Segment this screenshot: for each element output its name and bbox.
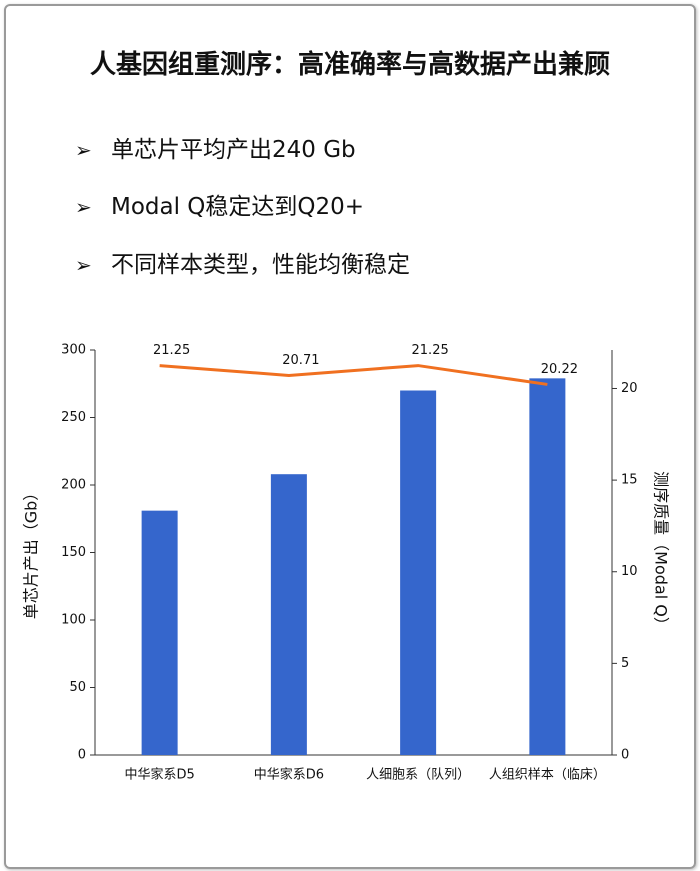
title: 人基因组重测序：高准确率与高数据产出兼顾 (89, 50, 610, 80)
x-tick-label: 人细胞系（队列） (366, 768, 470, 783)
data-label: 20.22 (541, 362, 578, 377)
y-tick-label: 50 (69, 680, 86, 695)
x-tick-label: 人组织样本（临床） (489, 768, 606, 783)
y-axis-label: 单芯片产出（Gb） (22, 485, 41, 620)
y-tick-label: 150 (61, 545, 86, 560)
y-tick-label: 300 (61, 343, 86, 358)
y2-tick-label: 5 (621, 656, 629, 671)
bullet-text: 单芯片平均产出240 Gb (111, 137, 356, 163)
y-tick-label: 100 (61, 613, 86, 628)
y-tick-label: 200 (61, 478, 86, 493)
y2-tick-label: 0 (621, 748, 629, 763)
y-tick-label: 0 (78, 748, 86, 763)
line (159, 364, 548, 386)
bullet: ➢ 不同样本类型，性能均衡稳定 (75, 252, 410, 278)
bar (270, 474, 307, 755)
y-tick-label: 250 (61, 410, 86, 425)
bullet: ➢ 单芯片平均产出240 Gb (75, 137, 356, 163)
data-label: 21.25 (412, 343, 449, 358)
bullet-text: 不同样本类型，性能均衡稳定 (111, 252, 410, 278)
data-label: 20.71 (282, 353, 319, 368)
y2-tick-label: 10 (621, 564, 638, 579)
y2-tick-label: 20 (621, 381, 638, 396)
x-tick-label: 中华家系D5 (124, 767, 194, 783)
bar (529, 378, 566, 755)
bar (400, 390, 437, 755)
frame (4, 4, 696, 869)
y2-tick-label: 15 (621, 473, 638, 488)
bullet: ➢ Modal Q稳定达到Q20+ (75, 194, 365, 220)
x-tick-label: 中华家系D6 (254, 767, 324, 783)
y2-axis-label: 测序质量（Modal Q） (652, 471, 671, 633)
bullet-text: Modal Q稳定达到Q20+ (111, 194, 365, 220)
bar (141, 510, 178, 755)
data-label: 21.25 (153, 343, 190, 358)
